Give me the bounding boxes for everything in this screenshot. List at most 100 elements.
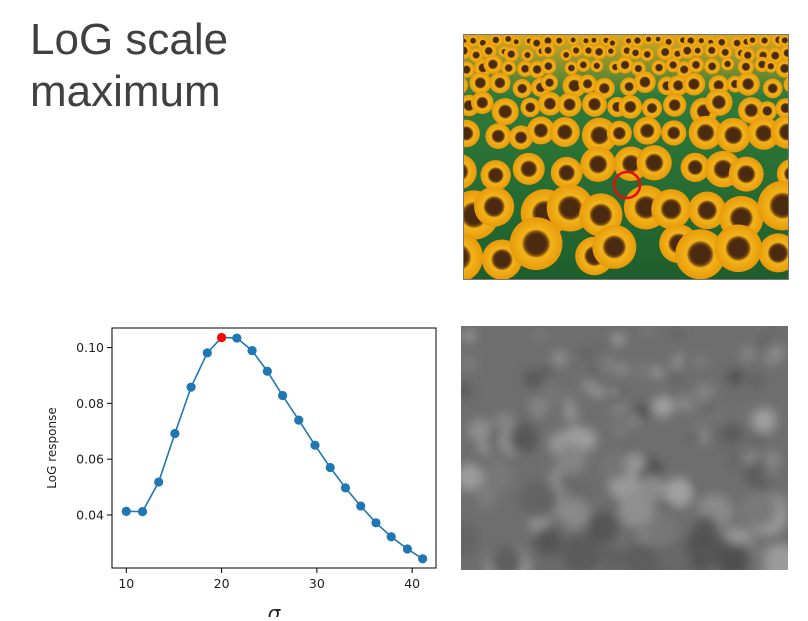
sunflower: [464, 119, 480, 148]
response-blob: [586, 511, 619, 544]
response-blob: [612, 333, 625, 346]
sunflower: [746, 35, 759, 46]
sunflower: [704, 43, 720, 58]
response-blob: [768, 388, 788, 410]
sunflower: [728, 156, 764, 192]
sunflower: [540, 58, 557, 75]
sunflower: [767, 47, 784, 64]
sunflower: [651, 189, 692, 230]
response-blob: [519, 480, 559, 519]
response-blob: [652, 395, 674, 418]
response-blob: [762, 544, 788, 570]
sunflower: [653, 35, 663, 44]
response-blob: [685, 429, 703, 446]
plot-frame: [111, 327, 437, 569]
sunflower: [656, 43, 674, 61]
response-blob: [671, 359, 681, 369]
sunflower: [704, 58, 721, 75]
sunflower: [464, 61, 475, 78]
sunflower: [779, 45, 788, 61]
response-blob: [551, 402, 566, 417]
response-blob: [689, 548, 716, 570]
y-tick-label: 0.04: [76, 507, 104, 522]
sunflower: [467, 35, 480, 47]
response-blob: [742, 346, 750, 354]
sunflower: [688, 191, 726, 230]
data-point: [418, 554, 428, 564]
data-point: [325, 462, 335, 473]
x-tick-label: 10: [118, 576, 134, 591]
response-blob: [740, 491, 777, 528]
data-point: [232, 333, 242, 343]
response-blob: [560, 533, 603, 570]
sunflower: [470, 91, 494, 114]
response-blob: [556, 444, 587, 474]
response-blob: [559, 472, 577, 490]
sunflower: [512, 152, 545, 185]
response-blob: [461, 463, 484, 492]
sunflower: [537, 91, 562, 116]
sunflower: [778, 35, 788, 47]
sunflower: [757, 101, 778, 121]
sunflower: [716, 117, 751, 153]
sunflower: [580, 146, 616, 182]
response-blob: [653, 354, 663, 364]
response-blob: [582, 350, 591, 359]
response-blob: [563, 396, 574, 407]
highlight-circle: [612, 170, 642, 200]
response-blob: [747, 372, 765, 389]
sunflower: [581, 117, 618, 153]
slide-title: LoG scale maximum: [30, 14, 370, 118]
response-blob: [613, 424, 627, 438]
sunflower: [680, 152, 710, 183]
x-tick-label: 30: [309, 576, 325, 591]
sunflower: [764, 59, 778, 73]
y-tick-label: 0.06: [76, 452, 104, 467]
sunflower: [737, 58, 755, 75]
sunflower: [633, 116, 662, 145]
y-axis-label: LoG response: [45, 407, 59, 488]
sunflower: [636, 145, 672, 181]
response-blob: [735, 407, 748, 420]
response-blob: [461, 522, 479, 558]
response-blob: [463, 330, 475, 342]
sunflower: [661, 120, 687, 146]
response-blob: [551, 350, 568, 367]
sunflower: [775, 98, 788, 119]
response-blob: [616, 363, 629, 376]
response-blob: [763, 462, 780, 480]
sunflower-field-image: [464, 35, 788, 279]
data-point: [186, 382, 196, 392]
data-point: [170, 428, 180, 439]
sunflower: [483, 54, 503, 74]
sunflower: [747, 116, 781, 150]
sunflower: [714, 224, 762, 273]
sunflower: [569, 44, 583, 57]
response-blob: [582, 378, 597, 394]
sunflower: [591, 44, 607, 60]
data-point: [137, 507, 148, 517]
sunflower: [567, 35, 579, 46]
response-blob: [523, 369, 543, 389]
sunflower: [634, 71, 656, 93]
sunflower: [783, 77, 788, 92]
sunflower: [541, 43, 556, 58]
sunflower: [511, 36, 522, 48]
response-blob: [475, 440, 492, 456]
response-blob: [461, 355, 477, 371]
title-line-2: maximum: [30, 67, 221, 116]
sunflower: [758, 233, 788, 273]
response-blob: [656, 427, 673, 444]
sunflower: [526, 116, 555, 145]
response-blob: [641, 509, 679, 547]
response-blob: [468, 418, 492, 442]
y-tick-label: 0.08: [76, 396, 104, 411]
sunflower: [592, 224, 637, 269]
response-blob: [540, 383, 562, 405]
response-blob: [704, 401, 715, 412]
sunflower: [588, 35, 600, 46]
response-blob: [574, 428, 597, 451]
sunflower: [675, 229, 726, 279]
log-response-image: [461, 326, 788, 570]
response-blob: [756, 334, 768, 346]
